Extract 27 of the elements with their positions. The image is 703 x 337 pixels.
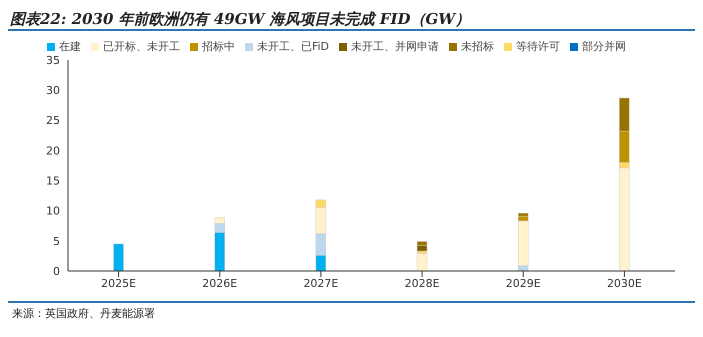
legend-label: 在建 — [58, 40, 81, 53]
legend-label: 部分并网 — [582, 40, 626, 53]
legend-label: 未开工、并网申请 — [351, 40, 440, 53]
bar — [416, 245, 428, 252]
y-tick-label: 35 — [46, 54, 60, 67]
source-note: 来源：英国政府、丹麦能源署 — [8, 301, 695, 321]
y-tick-label: 5 — [53, 234, 60, 248]
bar — [416, 253, 428, 271]
y-tick-label: 0 — [53, 264, 60, 278]
y-tick-label: 10 — [46, 204, 60, 218]
y-tick-label: 20 — [46, 144, 60, 158]
y-tick-label: 30 — [46, 84, 60, 98]
legend-label: 未招标 — [461, 40, 494, 53]
bar — [113, 244, 124, 271]
x-tick-label: 2025E — [101, 276, 136, 290]
y-tick-label: 25 — [46, 114, 60, 128]
x-tick-label: 2028E — [404, 276, 440, 290]
chart-title: 图表22: 2030 年前欧洲仍有 49GW 海风项目未完成 FID（GW） — [8, 8, 695, 31]
legend-label: 等待许可 — [516, 40, 560, 53]
legend-label: 已开标、未开工 — [102, 40, 180, 53]
x-tick-label: 2029E — [506, 276, 541, 290]
x-tick-label: 2026E — [202, 276, 238, 290]
legend-label: 招标中 — [202, 40, 235, 53]
x-tick-label: 2027E — [303, 276, 338, 290]
y-tick-label: 15 — [46, 174, 60, 188]
x-tick-label: 2030E — [606, 276, 642, 290]
legend-label: 未开工、已FiD — [256, 40, 330, 53]
